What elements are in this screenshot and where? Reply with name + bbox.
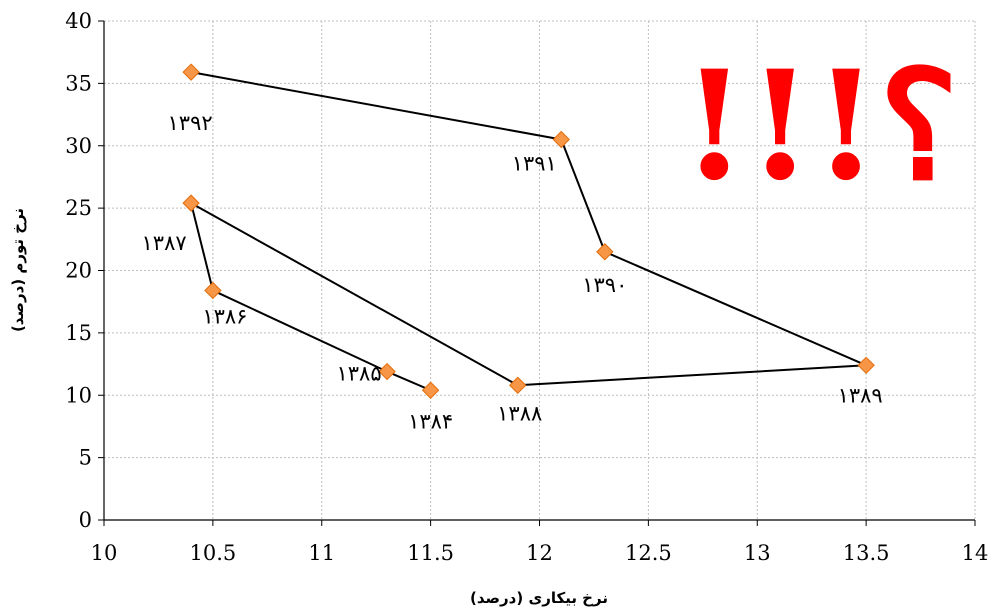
data-point-label: ۱۳۹۲ <box>168 111 213 135</box>
data-point-marker <box>596 243 614 261</box>
y-tick-label: 20 <box>65 259 92 283</box>
x-axis-title: نرخ بیکاری (درصد) <box>470 589 608 607</box>
markers <box>182 63 875 399</box>
data-point-label: ۱۳۸۴ <box>408 409 453 433</box>
x-tick-label: 12.5 <box>625 541 672 565</box>
data-point-marker <box>857 356 875 375</box>
data-point-marker <box>204 281 222 300</box>
y-tick-labels: 0 5 10 15 20 25 30 35 40 <box>65 9 104 532</box>
y-tick-label: 5 <box>79 446 92 470</box>
data-point-label: ۱۳۸۵ <box>337 362 382 386</box>
data-point-label: ۱۳۸۹ <box>838 383 883 407</box>
y-tick-label: 35 <box>65 71 92 95</box>
y-tick-label: 25 <box>65 196 92 220</box>
y-tick-label: 10 <box>65 383 92 407</box>
x-tick-label: 10.5 <box>189 541 236 565</box>
point-labels: ۱۳۸۴ ۱۳۸۵ ۱۳۸۶ ۱۳۸۷ ۱۳۸۸ ۱۳۸۹ ۱۳۹۰ ۱۳۹۱ ۱۳۹۲ <box>142 111 883 433</box>
data-point-marker <box>509 376 527 394</box>
data-point-label: ۱۳۹۰ <box>582 273 627 297</box>
x-tick-label: 13.5 <box>843 541 890 565</box>
x-tick-label: 10 <box>91 541 118 565</box>
data-point-marker <box>378 362 396 381</box>
data-point-label: ۱۳۸۸ <box>497 401 542 425</box>
data-point-marker <box>182 63 200 81</box>
data-point-marker <box>552 130 570 149</box>
x-tick-label: 13 <box>744 541 771 565</box>
x-tick-label: 11 <box>308 541 335 565</box>
x-tick-label: 11.5 <box>407 541 454 565</box>
y-tick-label: 15 <box>65 321 92 345</box>
data-point-label: ۱۳۹۱ <box>512 152 557 176</box>
data-point-marker <box>182 194 200 212</box>
y-tick-label: 40 <box>65 9 92 33</box>
y-tick-label: 0 <box>79 508 92 532</box>
x-tick-labels: 10 10.5 11 11.5 12 12.5 13 13.5 14 <box>91 520 989 565</box>
x-tick-label: 12 <box>526 541 553 565</box>
x-tick-label: 14 <box>962 541 989 565</box>
y-axis-title: نرخ تورم (درصد) <box>9 208 27 332</box>
data-point-label: ۱۳۸۷ <box>142 231 187 255</box>
y-tick-label: 30 <box>65 134 92 158</box>
annotation-exclamation: !!!؟ <box>681 38 958 214</box>
data-point-label: ۱۳۸۶ <box>202 304 247 328</box>
data-point-marker <box>421 381 440 399</box>
